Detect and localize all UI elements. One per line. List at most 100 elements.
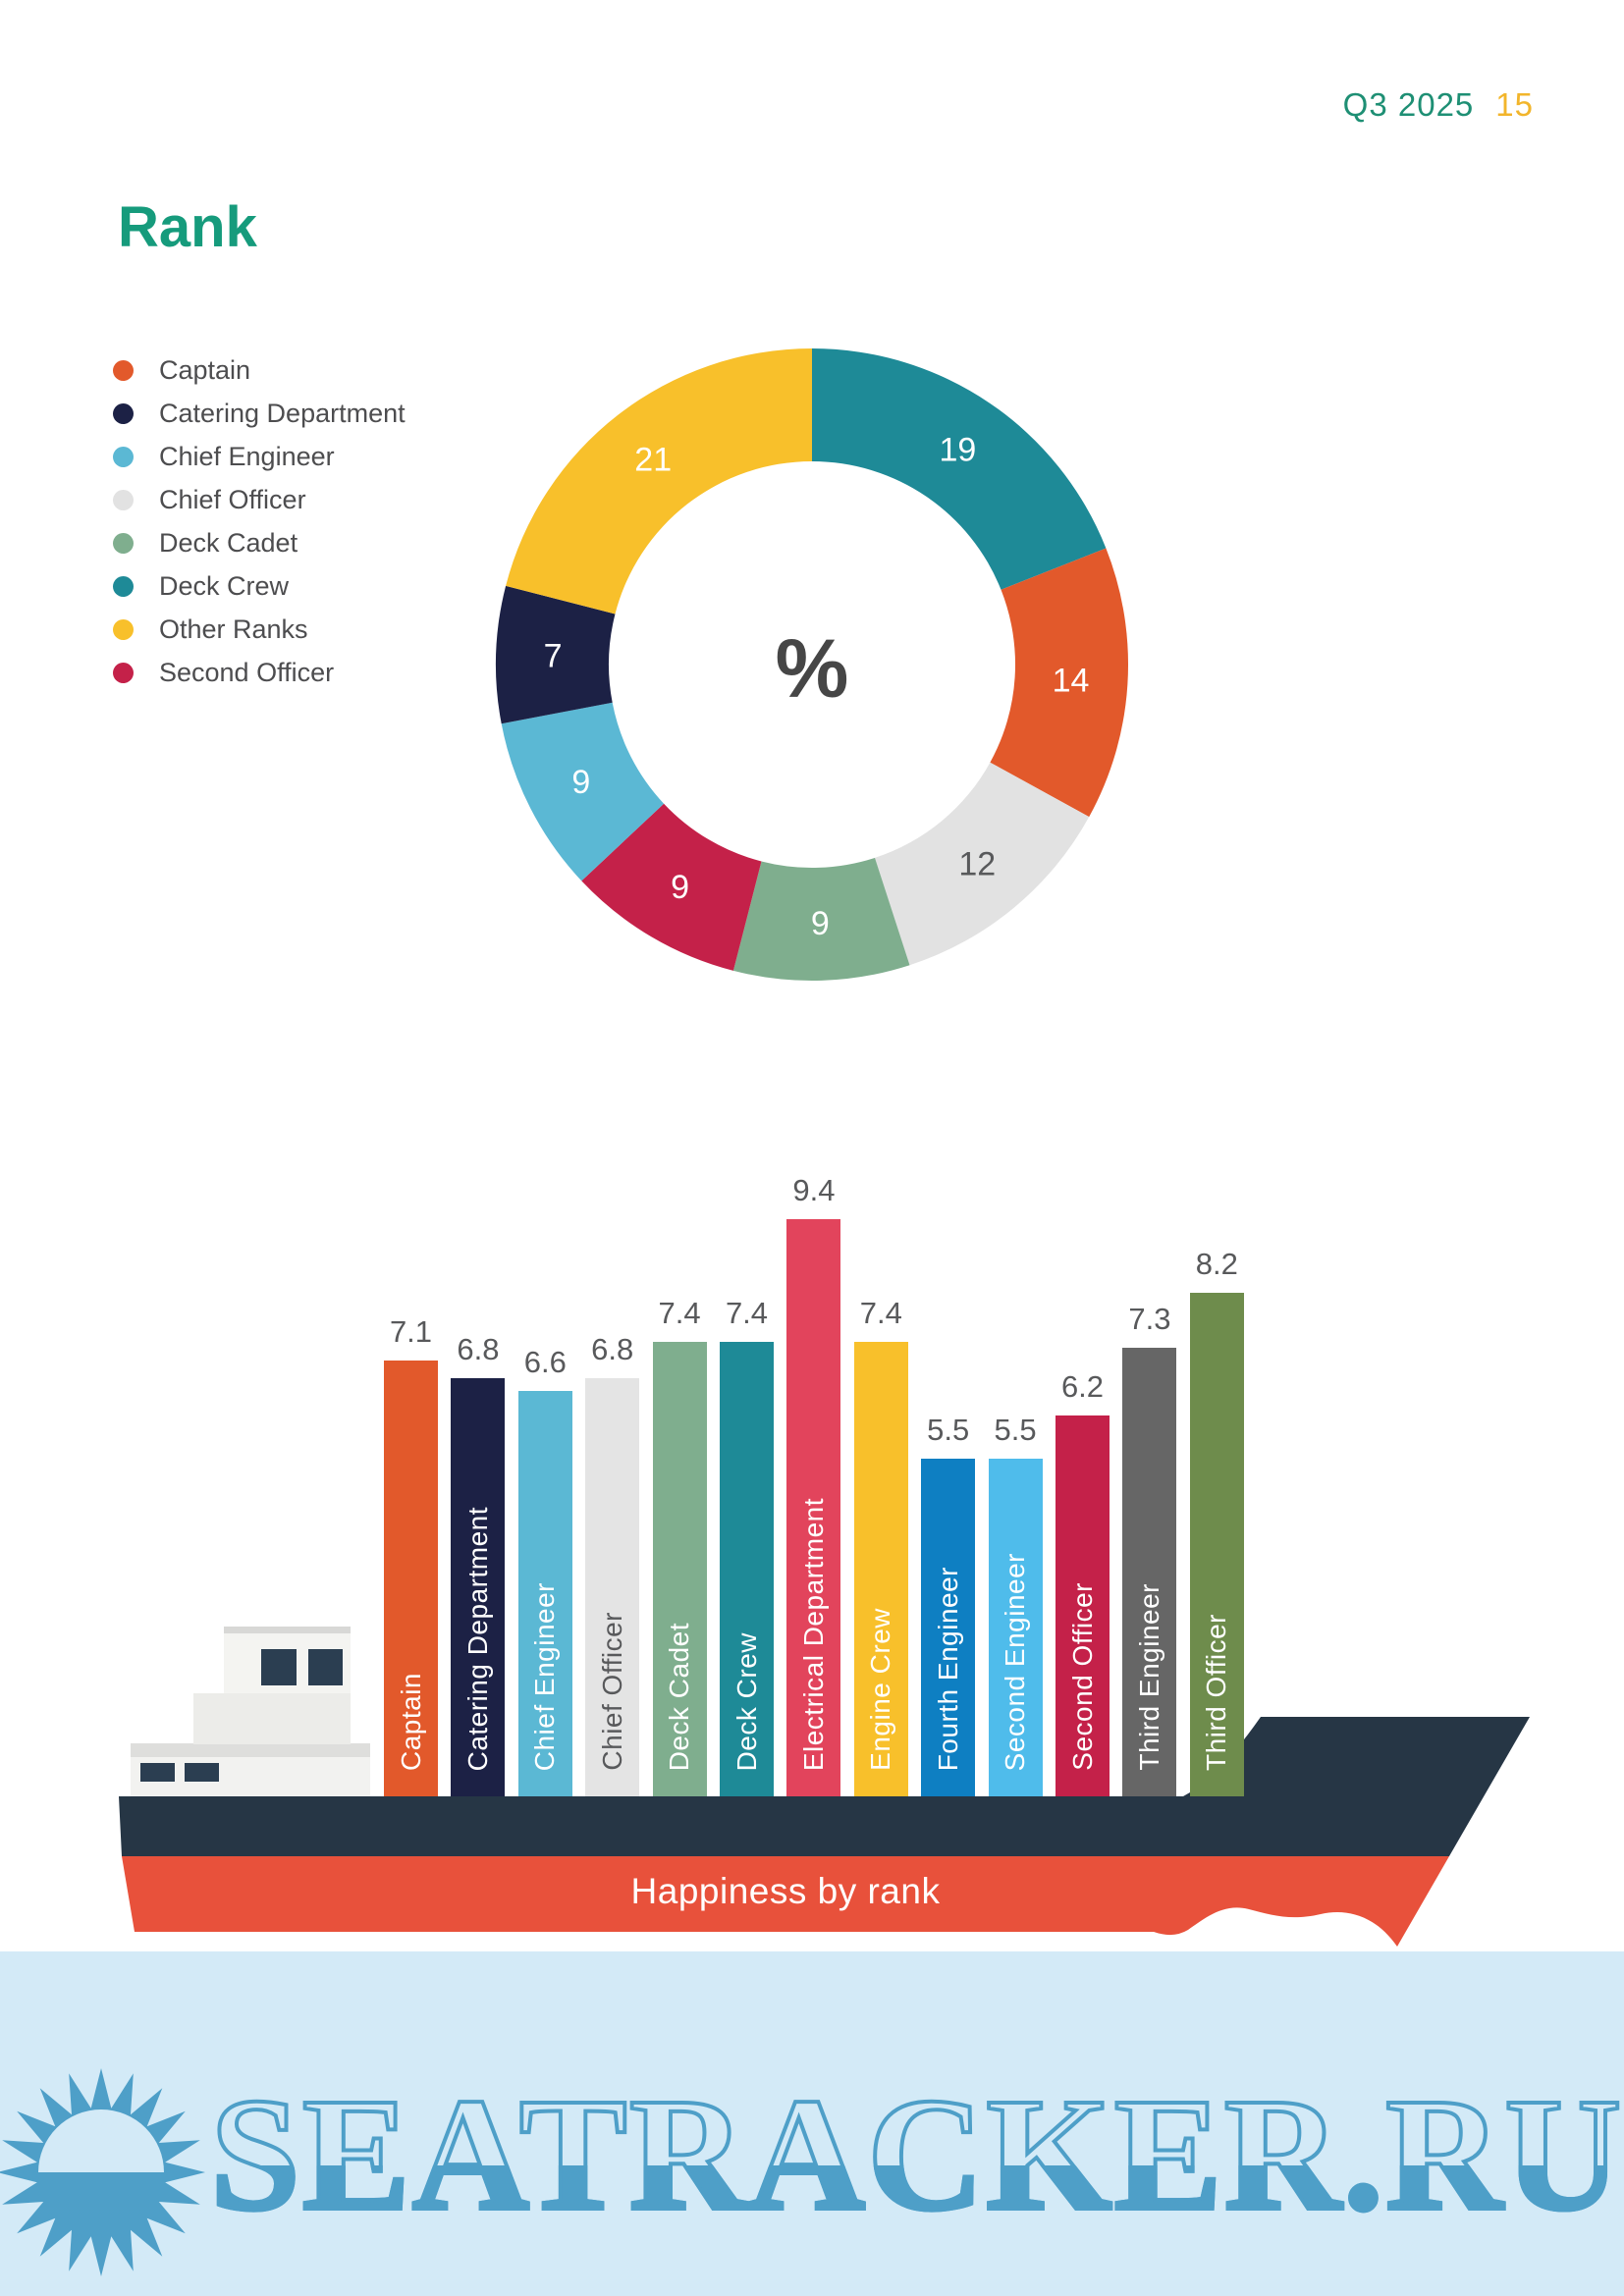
page-number: 15	[1495, 86, 1534, 123]
bar-chart-title: Happiness by rank	[630, 1871, 941, 1911]
legend-item-second-officer: Second Officer	[113, 651, 406, 694]
donut-slice-captain	[990, 548, 1129, 818]
bar-category-label: Electrical Department	[797, 1497, 829, 1771]
bar-category-label: Third Engineer	[1133, 1583, 1164, 1771]
bar-second-officer: 6.2 Second Officer	[1056, 1369, 1110, 1796]
bar-fourth-engineer: 5.5 Fourth Engineer	[921, 1413, 976, 1796]
bar-value-label: 6.6	[523, 1344, 567, 1379]
donut-slice-chief-engineer	[501, 702, 665, 881]
captain-legend-dot-icon	[113, 359, 134, 381]
donut-center-percent-label: %	[776, 622, 849, 715]
donut-value-chief-engineer: 9	[571, 764, 590, 801]
ship-bridge-window	[308, 1649, 343, 1685]
sun-logo-icon	[0, 2068, 205, 2276]
other-ranks-legend-dot-icon	[113, 618, 134, 640]
donut-slice-deck-crew	[812, 348, 1107, 590]
donut-value-second-officer: 9	[671, 869, 689, 906]
legend-item-chief-engineer: Chief Engineer	[113, 435, 406, 478]
bar-category-label: Deck Crew	[731, 1631, 762, 1771]
donut-value-catering-department: 7	[544, 638, 563, 675]
bar-category-label: Chief Engineer	[529, 1581, 561, 1771]
bar-chief-engineer: 6.6 Chief Engineer	[517, 1345, 572, 1796]
bar-value-label: 6.2	[1060, 1368, 1105, 1404]
bar-category-label: Fourth Engineer	[932, 1566, 963, 1771]
donut-slice-deck-cadet	[732, 857, 910, 981]
bar-value-label: 6.8	[591, 1332, 634, 1367]
bar-chief-officer: 6.8 Chief Officer	[585, 1332, 640, 1796]
bar-value-label: 8.2	[1195, 1246, 1238, 1281]
watermark-band: SEATRACKER.RU	[0, 1951, 1624, 2296]
bar-value-label: 7.3	[1128, 1302, 1171, 1336]
ship-cabin-mid	[193, 1693, 351, 1744]
bar-value-label: 7.4	[725, 1295, 769, 1330]
legend-label: Chief Engineer	[159, 441, 335, 471]
report-quarter: Q3 2025	[1342, 86, 1475, 123]
bar-second-engineer: 5.5 Second Engineer	[988, 1413, 1043, 1796]
chief-officer-legend-dot-icon	[113, 489, 134, 510]
bar-catering-department: 6.8 Catering Department	[451, 1332, 506, 1796]
legend-item-other-ranks: Other Ranks	[113, 608, 406, 651]
legend-item-captain: Captain	[113, 348, 406, 392]
bar-category-label: Second Engineer	[1000, 1552, 1031, 1771]
ship-deck	[131, 1743, 370, 1757]
legend-item-deck-cadet: Deck Cadet	[113, 521, 406, 564]
bar-value-label: 7.4	[658, 1295, 701, 1330]
page-header: Q3 2025 15	[1343, 86, 1534, 124]
bar-third-officer: 8.2 Third Officer	[1189, 1247, 1244, 1796]
legend-label: Deck Cadet	[159, 527, 298, 558]
bar-value-label: 7.4	[859, 1295, 902, 1330]
legend-label: Chief Officer	[159, 484, 306, 514]
rank-donut-chart: 19 14 12 9 9 9 7 21%	[495, 348, 1129, 981]
bar-category-label: Third Officer	[1201, 1613, 1232, 1771]
ship-bridge-roof	[224, 1627, 351, 1633]
second-officer-legend-dot-icon	[113, 662, 134, 683]
bar-electrical-department: 9.4 Electrical Department	[786, 1173, 841, 1796]
donut-slice-other-ranks	[506, 348, 812, 614]
bar-engine-crew: 7.4 Engine Crew	[853, 1296, 908, 1796]
legend-label: Catering Department	[159, 398, 406, 428]
bar-captain: 7.1 Captain	[384, 1314, 438, 1796]
ship-window	[140, 1763, 175, 1782]
ship-window	[185, 1763, 219, 1782]
legend-label: Deck Crew	[159, 570, 290, 601]
donut-value-captain: 14	[1053, 663, 1090, 700]
bar-deck-crew: 7.4 Deck Crew	[720, 1296, 774, 1796]
bar-value-label: 5.5	[994, 1412, 1037, 1447]
rank-legend: Captain Catering Department Chief Engineer…	[113, 348, 406, 694]
donut-slice-chief-officer	[875, 762, 1090, 966]
legend-item-deck-crew: Deck Crew	[113, 564, 406, 608]
deck-crew-legend-dot-icon	[113, 575, 134, 597]
bar-value-label: 7.1	[389, 1313, 433, 1349]
bar-category-label: Second Officer	[1066, 1582, 1098, 1771]
ship-bridge-window	[261, 1649, 297, 1685]
donut-value-other-ranks: 21	[634, 441, 672, 478]
catering-department-legend-dot-icon	[113, 402, 134, 424]
chief-engineer-legend-dot-icon	[113, 446, 134, 467]
bar-third-engineer: 7.3 Third Engineer	[1122, 1302, 1177, 1796]
bar-category-label: Engine Crew	[865, 1608, 896, 1771]
legend-label: Second Officer	[159, 657, 335, 687]
donut-value-deck-cadet: 9	[811, 905, 830, 942]
bar-deck-cadet: 7.4 Deck Cadet	[652, 1296, 707, 1796]
ship-waterline-band	[122, 1856, 1449, 1947]
sun-upper-disc	[38, 2109, 164, 2172]
donut-value-chief-officer: 12	[958, 845, 996, 882]
bar-category-label: Catering Department	[461, 1506, 493, 1771]
ship-illustration	[119, 1627, 1530, 1947]
donut-slice-catering-department	[495, 585, 616, 724]
donut-slice-second-officer	[581, 803, 762, 971]
bar-category-label: Chief Officer	[596, 1612, 627, 1771]
bar-value-label: 5.5	[927, 1412, 970, 1447]
legend-label: Other Ranks	[159, 614, 308, 644]
bar-category-label: Captain	[395, 1672, 426, 1771]
bar-value-label: 9.4	[792, 1172, 836, 1207]
legend-item-catering-department: Catering Department	[113, 392, 406, 435]
watermark-text: SEATRACKER.RU	[208, 2064, 1624, 2244]
page-title: Rank	[118, 195, 257, 259]
bar-category-label: Deck Cadet	[664, 1622, 695, 1771]
legend-label: Captain	[159, 354, 251, 385]
ship-hull	[119, 1717, 1530, 1856]
deck-cadet-legend-dot-icon	[113, 532, 134, 554]
donut-value-deck-crew: 19	[939, 432, 976, 469]
